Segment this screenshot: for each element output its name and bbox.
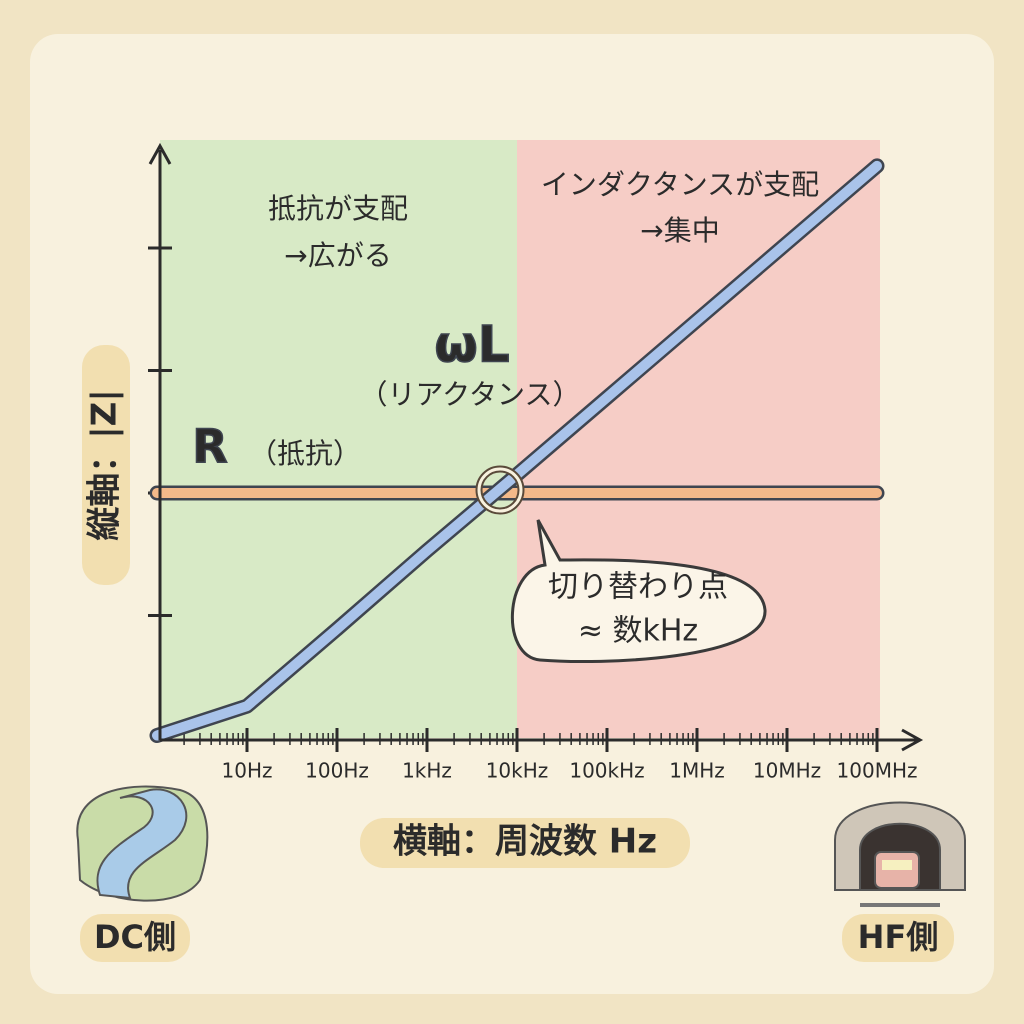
y-label-bg [82, 345, 130, 585]
y-axis [148, 142, 172, 740]
x-tick-label: 100MHz [837, 759, 918, 783]
region-text: →集中 [640, 214, 719, 247]
region-text: 抵抗が支配 [268, 192, 408, 225]
x-tick-label: 100Hz [305, 759, 369, 783]
x-axis [160, 728, 924, 752]
series-note: （リアクタンス） [360, 378, 581, 411]
x-tick-label: 1MHz [669, 759, 725, 783]
caption-bg [842, 914, 954, 962]
callout-bubble [510, 519, 767, 664]
region [160, 140, 520, 738]
x-label-bg [360, 818, 690, 868]
y-axis-label: 縦軸：|Z| [85, 389, 125, 541]
plot: 10Hz 100Hz 1kHz 10kHz 100kHz 1MHz 10MHz 100MHz R… [148, 158, 918, 783]
series-note: （抵抗） [249, 437, 361, 470]
caption-bg [80, 914, 190, 962]
right-caption: HF側 [858, 918, 939, 956]
left-caption: DC側 [94, 918, 176, 956]
x-tick-label: 10MHz [753, 759, 821, 783]
x-tick-label: 1kHz [402, 759, 452, 783]
callout-text: ≈ 数kHz [578, 614, 698, 649]
crossover-ring-inner [477, 467, 523, 513]
x-axis-label: 横軸：周波数 Hz [393, 822, 657, 862]
river-icon [76, 785, 209, 902]
series-name: ωL [434, 316, 509, 374]
series-name: R [192, 420, 227, 474]
x-tick-label: 10kHz [486, 759, 549, 783]
x-tick-label: 100kHz [569, 759, 644, 783]
region-text: インダクタンスが支配 [541, 168, 819, 201]
tunnel-icon [834, 801, 966, 907]
region-text: →広がる [284, 239, 391, 272]
x-tick-label: 10Hz [222, 759, 273, 783]
callout-text: 切り替わり点 [548, 570, 728, 605]
